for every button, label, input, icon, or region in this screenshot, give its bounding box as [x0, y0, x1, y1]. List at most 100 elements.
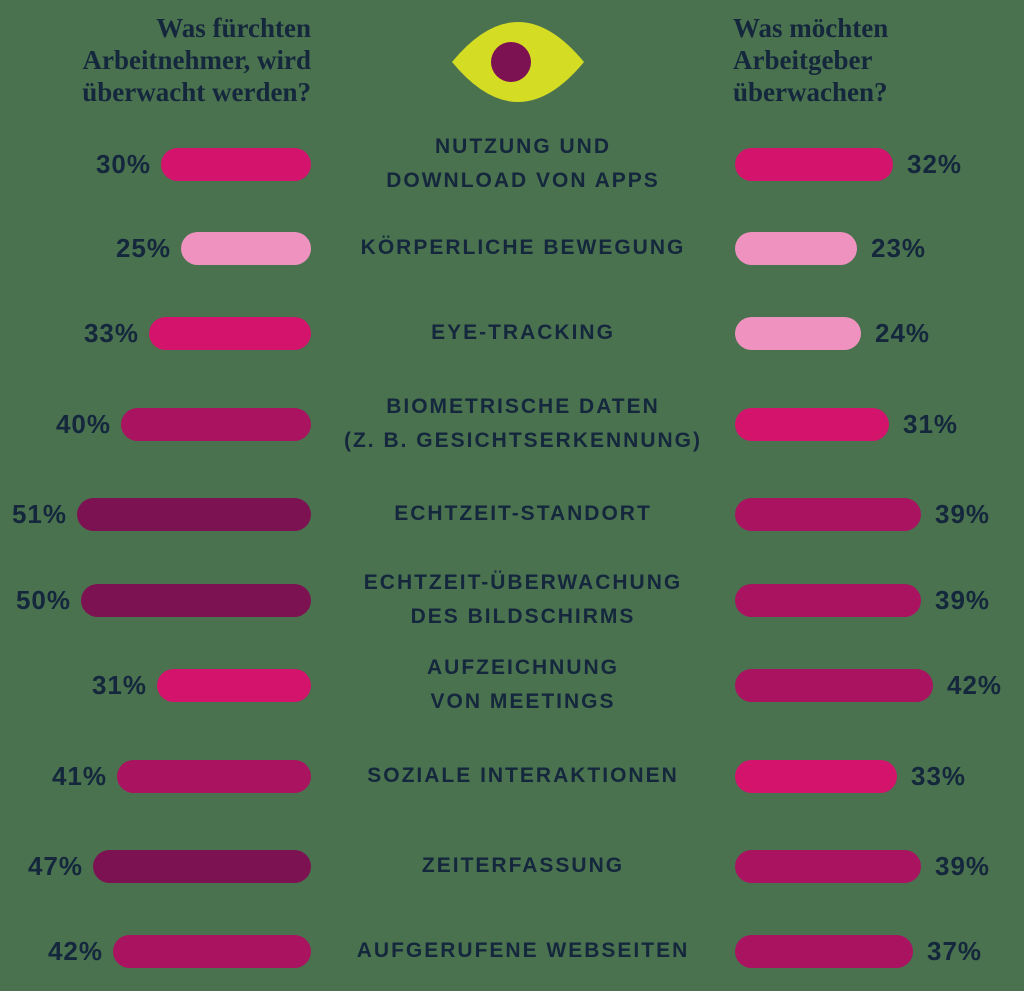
category-label: ECHTZEIT-STANDORT — [311, 479, 735, 549]
employer-bar-group: 23% — [735, 213, 926, 283]
employer-bar — [735, 668, 933, 702]
employer-bar — [735, 407, 889, 441]
eye-icon-svg — [452, 22, 584, 102]
fear-bar-group: 31% — [0, 650, 311, 720]
category-label-line: ZEITERFASSUNG — [421, 854, 625, 877]
chart-row: 33% EYE-TRACKING 24% — [0, 298, 1024, 368]
employer-bar-group: 42% — [735, 650, 1002, 720]
category-label: ECHTZEIT-ÜBERWACHUNG DES BILDSCHIRMS — [311, 565, 735, 635]
employer-value-label: 32% — [907, 148, 963, 179]
chart-row: 51% ECHTZEIT-STANDORT 39% — [0, 479, 1024, 549]
employer-value-label: 39% — [935, 584, 991, 615]
employer-bar-group: 33% — [735, 741, 966, 811]
chart-row: 50% ECHTZEIT-ÜBERWACHUNG DES BILDSCHIRMS 39… — [0, 565, 1024, 635]
fear-bar — [117, 759, 311, 793]
fear-bar — [93, 849, 311, 883]
fear-bar — [161, 147, 311, 181]
fear-bar-group: 50% — [0, 565, 311, 635]
fear-bar — [77, 497, 311, 531]
fear-bar — [81, 583, 311, 617]
fear-bar-group: 42% — [0, 916, 311, 986]
chart-row: 31% AUFZEICHNUNG VON MEETINGS 42% — [0, 650, 1024, 720]
fear-value-label: 47% — [27, 850, 83, 881]
right-header-line: überwachen? — [733, 77, 888, 107]
chart-row: 25% KÖRPERLICHE BEWEGUNG 23% — [0, 213, 1024, 283]
left-column-header: Was fürchten Arbeitnehmer, wird überwach… — [0, 12, 311, 108]
fear-value-label: 40% — [55, 408, 111, 439]
category-label-line: AUFGERUFENE WEBSEITEN — [356, 939, 690, 962]
employer-value-label: 31% — [903, 408, 959, 439]
employer-bar-group: 39% — [735, 565, 990, 635]
fear-bar — [181, 231, 311, 265]
employer-bar — [735, 849, 921, 883]
fear-value-label: 25% — [115, 232, 171, 263]
fear-bar-group: 30% — [0, 129, 311, 199]
fear-value-label: 30% — [95, 148, 151, 179]
employer-value-label: 33% — [911, 760, 967, 791]
category-label-line: EYE-TRACKING — [431, 321, 615, 344]
employer-value-label: 24% — [875, 317, 931, 348]
fear-bar — [121, 407, 311, 441]
fear-bar-group: 33% — [0, 298, 311, 368]
chart-row: 42% AUFGERUFENE WEBSEITEN 37% — [0, 916, 1024, 986]
left-header-line: überwacht werden? — [82, 77, 311, 107]
chart-row: 30% NUTZUNG UND DOWNLOAD VON APPS 32% — [0, 129, 1024, 199]
fear-bar-group: 51% — [0, 479, 311, 549]
employer-bar-group: 31% — [735, 389, 958, 459]
category-label: BIOMETRISCHE DATEN (Z. B. GESICHTSERKENNU… — [311, 389, 735, 459]
fear-bar — [113, 934, 311, 968]
fear-bar-group: 47% — [0, 831, 311, 901]
eye-icon — [449, 22, 587, 102]
category-label: SOZIALE INTERAKTIONEN — [311, 741, 735, 811]
employer-bar — [735, 583, 921, 617]
fear-bar — [157, 668, 311, 702]
category-label: KÖRPERLICHE BEWEGUNG — [311, 213, 735, 283]
category-label-line: SOZIALE INTERAKTIONEN — [367, 764, 679, 787]
employer-value-label: 42% — [947, 669, 1003, 700]
category-label-line: VON MEETINGS — [430, 690, 616, 713]
category-label: ZEITERFASSUNG — [311, 831, 735, 901]
employer-bar-group: 39% — [735, 831, 990, 901]
employer-value-label: 37% — [927, 935, 983, 966]
employer-bar-group: 24% — [735, 298, 930, 368]
employer-bar-group: 32% — [735, 129, 962, 199]
left-header-line: Was fürchten — [156, 13, 311, 43]
employer-bar — [735, 934, 913, 968]
fear-value-label: 31% — [91, 669, 147, 700]
fear-value-label: 33% — [83, 317, 139, 348]
category-label: EYE-TRACKING — [311, 298, 735, 368]
fear-value-label: 51% — [11, 498, 67, 529]
category-label-line: KÖRPERLICHE BEWEGUNG — [360, 236, 686, 259]
category-label-line: DOWNLOAD VON APPS — [386, 169, 660, 192]
employer-bar — [735, 231, 857, 265]
fear-bar-group: 25% — [0, 213, 311, 283]
left-header-line: Arbeitnehmer, wird — [82, 45, 311, 75]
fear-bar-group: 41% — [0, 741, 311, 811]
category-label-line: ECHTZEIT-ÜBERWACHUNG — [363, 571, 683, 594]
employer-value-label: 23% — [871, 232, 927, 263]
category-label: AUFZEICHNUNG VON MEETINGS — [311, 650, 735, 720]
category-label-line: BIOMETRISCHE DATEN — [386, 395, 660, 418]
category-label-line: NUTZUNG UND — [435, 135, 611, 158]
chart-row: 41% SOZIALE INTERAKTIONEN 33% — [0, 741, 1024, 811]
eye-pupil — [491, 42, 531, 82]
employer-bar — [735, 147, 893, 181]
fear-bar-group: 40% — [0, 389, 311, 459]
fear-value-label: 41% — [51, 760, 107, 791]
category-label-line: AUFZEICHNUNG — [427, 656, 619, 679]
chart-row: 40% BIOMETRISCHE DATEN (Z. B. GESICHTSERKE… — [0, 389, 1024, 459]
right-header-line: Arbeitgeber — [733, 45, 873, 75]
right-column-header: Was möchten Arbeitgeber überwachen? — [733, 12, 1013, 108]
fear-value-label: 50% — [15, 584, 71, 615]
employer-bar-group: 37% — [735, 916, 982, 986]
right-header-line: Was möchten — [733, 13, 889, 43]
category-label: NUTZUNG UND DOWNLOAD VON APPS — [311, 129, 735, 199]
category-label: AUFGERUFENE WEBSEITEN — [311, 916, 735, 986]
fear-bar — [149, 316, 311, 350]
employer-value-label: 39% — [935, 498, 991, 529]
employer-bar-group: 39% — [735, 479, 990, 549]
employer-bar — [735, 316, 861, 350]
category-label-line: (Z. B. GESICHTSERKENNUNG) — [343, 429, 702, 452]
employer-value-label: 39% — [935, 850, 991, 881]
